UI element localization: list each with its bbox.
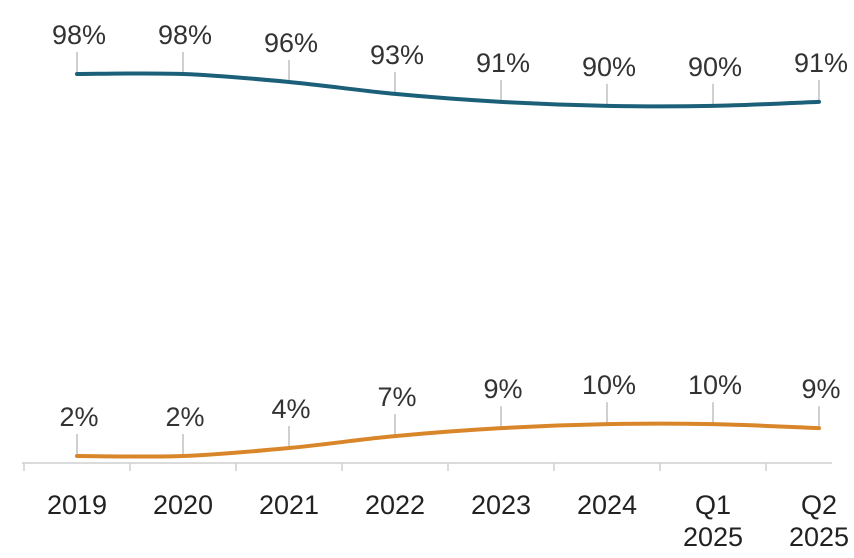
data-label: 9% [483, 374, 522, 404]
data-label: 10% [582, 370, 636, 400]
data-label-leaders [76, 52, 820, 456]
x-axis [22, 462, 832, 471]
data-label: 98% [52, 20, 106, 50]
data-label: 91% [476, 48, 530, 78]
data-label: 7% [377, 382, 416, 412]
data-label: 90% [688, 52, 742, 82]
data-label: 98% [158, 20, 212, 50]
data-label: 10% [688, 370, 742, 400]
series-lines [75, 71, 821, 459]
data-labels: 98% 98% 96% 93% 91% 90% 90% 91% 2% 2% 4% 7% 9% 10% 10%… [52, 20, 848, 432]
x-tick-label: Q2 2025 [789, 490, 849, 552]
series-line-1 [75, 71, 821, 109]
x-tick-label: 2021 [259, 490, 319, 520]
x-tick-label: 2024 [577, 490, 637, 520]
data-label: 2% [165, 402, 204, 432]
data-label: 4% [271, 394, 310, 424]
x-tick-label: 2023 [471, 490, 531, 520]
data-label: 96% [264, 28, 318, 58]
data-label: 93% [370, 40, 424, 70]
x-tick-label: 2022 [365, 490, 425, 520]
series-line-2 [75, 421, 821, 459]
x-tick-labels: 2019 2020 2021 2022 2023 2024 Q1 2025 Q2 2025 [47, 490, 849, 552]
x-tick-label: Q1 2025 [683, 490, 743, 552]
data-label: 2% [59, 402, 98, 432]
x-tick-label: 2020 [153, 490, 213, 520]
x-tick-label: 2019 [47, 490, 107, 520]
data-label: 91% [794, 48, 848, 78]
data-label: 90% [582, 52, 636, 82]
data-label: 9% [801, 374, 840, 404]
